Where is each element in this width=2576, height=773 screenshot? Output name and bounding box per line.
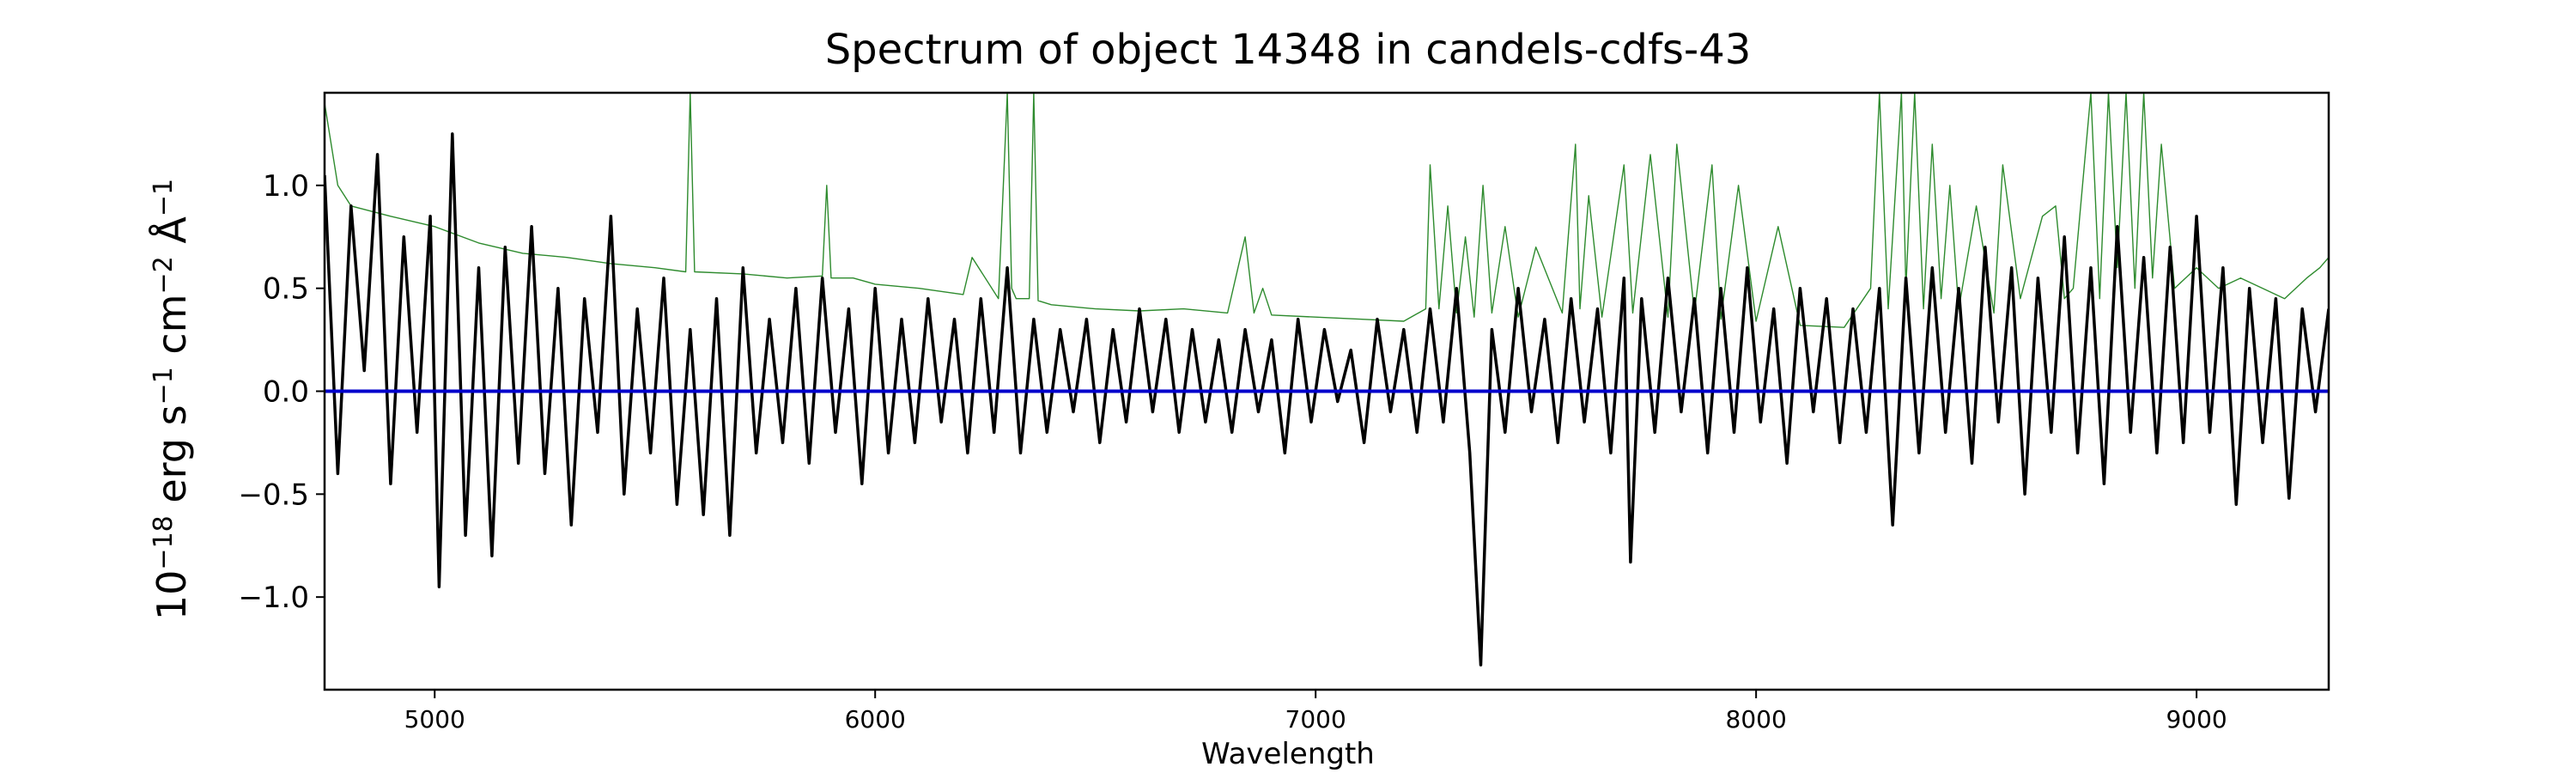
x-axis-label: Wavelength <box>1201 737 1375 771</box>
y-tick-label: −1.0 <box>238 581 309 615</box>
x-tick-label: 6000 <box>845 705 906 733</box>
chart-title: Spectrum of object 14348 in candels-cdfs… <box>824 26 1752 74</box>
y-tick-label: 1.0 <box>263 169 309 204</box>
x-tick-label: 8000 <box>1726 705 1787 733</box>
x-tick-label: 7000 <box>1285 705 1346 733</box>
y-tick-label: 0.0 <box>263 375 309 410</box>
y-tick-label: −0.5 <box>238 478 309 512</box>
series-line-flux <box>325 132 2329 666</box>
series-line-noise <box>325 93 2329 328</box>
x-tick-label: 9000 <box>2166 705 2227 733</box>
y-tick-label: 0.5 <box>263 272 309 307</box>
x-tick-label: 5000 <box>404 705 465 733</box>
